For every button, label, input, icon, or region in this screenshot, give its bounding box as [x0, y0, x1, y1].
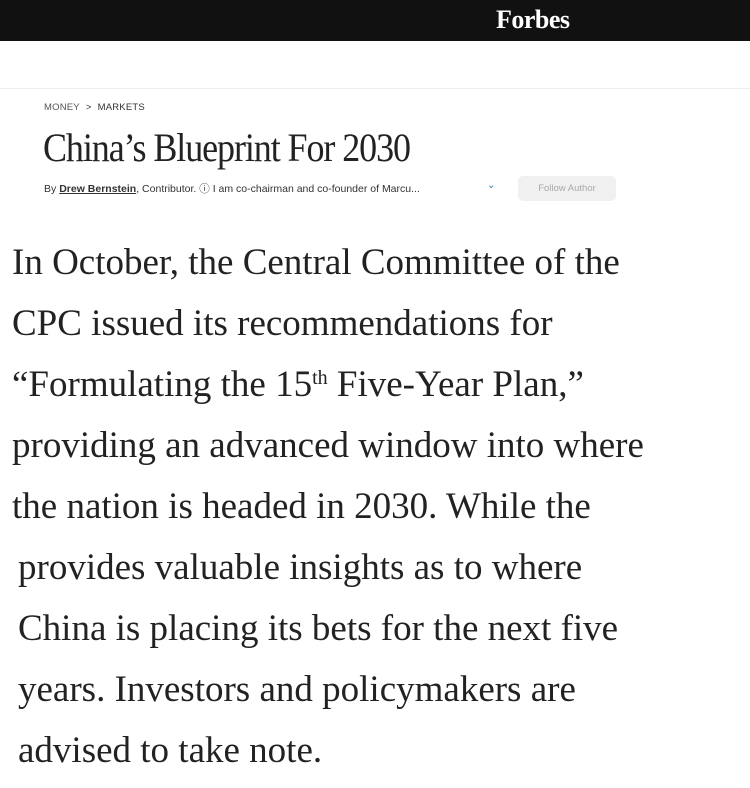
body-line: provides valuable insights as to where	[18, 547, 583, 588]
info-icon[interactable]: ⓘ	[199, 183, 210, 195]
page-title: China’s Blueprint For 2030	[43, 125, 411, 170]
body-line: the nation is headed in 2030. While the	[12, 486, 591, 527]
body-line: China is placing its bets for the next f…	[18, 608, 619, 649]
top-bar: Forbes	[0, 0, 750, 41]
nav-band	[0, 41, 750, 89]
breadcrumb: MONEY > MARKETS	[44, 102, 145, 113]
byline-by: By	[44, 183, 57, 195]
author-role: , Contributor.	[136, 183, 197, 195]
body-line: advised to take note.	[18, 730, 323, 771]
body-line: providing an advanced window into where	[12, 425, 644, 466]
superscript: th	[312, 367, 328, 389]
follow-author-button[interactable]: Follow Author	[518, 176, 616, 201]
author-bio: I am co-chairman and co-founder of Marcu…	[212, 183, 420, 195]
body-line: CPC issued its recommendations for	[12, 303, 553, 344]
body-text: Five-Year Plan,”	[327, 364, 584, 405]
breadcrumb-markets[interactable]: MARKETS	[97, 102, 145, 113]
chevron-down-icon[interactable]: ⌄	[487, 180, 496, 191]
breadcrumb-separator: >	[85, 102, 92, 113]
body-line: years. Investors and policymakers are	[18, 669, 576, 710]
author-link[interactable]: Drew Bernstein	[59, 183, 137, 195]
breadcrumb-money[interactable]: MONEY	[44, 102, 80, 113]
body-line: “Formulating the 15th Five-Year Plan,”	[12, 354, 584, 415]
byline: By Drew Bernstein, Contributor. ⓘ I am c…	[44, 181, 420, 196]
body-line: In October, the Central Committee of the	[12, 242, 620, 283]
body-text: “Formulating the 15	[12, 364, 313, 405]
forbes-logo[interactable]: Forbes	[496, 5, 570, 34]
